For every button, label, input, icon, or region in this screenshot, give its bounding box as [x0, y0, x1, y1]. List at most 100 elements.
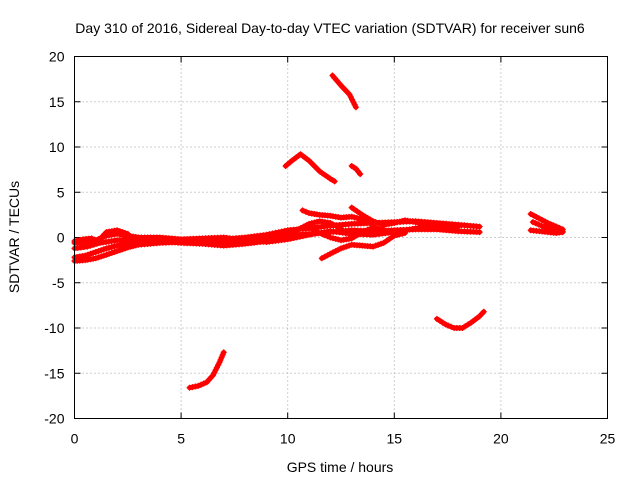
data-point — [95, 254, 102, 261]
data-point — [396, 218, 403, 225]
x-tick-labels: 0 5 10 15 20 25 — [71, 431, 616, 447]
y-tick-labels: -20 -15 -10 -5 0 5 10 15 20 — [44, 49, 64, 427]
data-point — [442, 321, 449, 328]
data-point — [84, 243, 91, 250]
data-point — [313, 228, 320, 235]
series-track-14 — [186, 349, 227, 391]
data-point — [532, 220, 539, 227]
data-point — [448, 323, 455, 330]
data-point — [529, 219, 536, 226]
data-point — [90, 249, 97, 256]
data-point — [98, 253, 105, 260]
data-point — [124, 230, 131, 237]
y-tick-label: 0 — [57, 230, 65, 246]
data-point — [106, 250, 113, 257]
data-point — [330, 249, 336, 256]
data-point — [335, 224, 342, 231]
data-point — [100, 252, 107, 259]
data-point — [338, 225, 344, 232]
data-point — [380, 226, 387, 233]
data-point — [327, 234, 334, 241]
data-point — [402, 230, 408, 236]
data-point — [310, 227, 317, 234]
y-tick-label: 10 — [49, 139, 65, 155]
data-point — [278, 233, 285, 240]
data-point — [92, 249, 99, 255]
x-tick-label: 0 — [71, 431, 79, 447]
data-point — [535, 221, 542, 228]
y-tick-label: 15 — [49, 94, 65, 110]
data-point — [357, 171, 364, 178]
data-point — [455, 223, 462, 230]
data-point — [480, 308, 487, 315]
data-point — [114, 227, 121, 234]
data-point — [200, 380, 207, 387]
series-track-11 — [329, 72, 359, 111]
series-track-8 — [318, 230, 408, 262]
data-point — [316, 229, 322, 236]
series-track-6 — [299, 207, 376, 226]
data-point — [321, 232, 328, 239]
data-point — [88, 235, 95, 242]
data-point — [391, 232, 398, 239]
x-axis-label: GPS time / hours — [287, 459, 394, 475]
data-point — [346, 242, 352, 249]
series-track-4 — [71, 218, 344, 252]
data-point — [87, 250, 94, 257]
data-point — [331, 178, 338, 185]
data-point — [399, 218, 406, 224]
data-point — [330, 221, 336, 228]
plot-frame — [74, 56, 608, 419]
data-point — [299, 207, 306, 214]
data-point — [299, 233, 306, 240]
data-point — [399, 230, 406, 237]
data-point — [543, 224, 550, 231]
data-point — [275, 234, 282, 241]
y-tick-label: 5 — [57, 184, 65, 200]
series-track-13 — [433, 308, 487, 331]
data-point — [415, 219, 422, 226]
data-point — [266, 237, 273, 244]
data-point — [198, 381, 204, 388]
data-point — [547, 221, 554, 228]
series-track-17 — [529, 219, 566, 235]
data-point — [220, 349, 227, 356]
series-track-12 — [348, 163, 364, 178]
data-point — [364, 226, 371, 233]
data-point — [330, 235, 336, 242]
x-tick-label: 5 — [177, 431, 185, 447]
data-point — [108, 249, 115, 256]
data-point — [476, 223, 483, 230]
data-point — [335, 246, 342, 253]
data-point — [318, 230, 325, 237]
data-point — [433, 223, 440, 230]
data-point — [100, 246, 107, 253]
data-point — [306, 220, 312, 227]
y-tick-label: 20 — [49, 49, 65, 65]
data-point — [122, 230, 129, 236]
data-point — [476, 229, 483, 236]
data-point — [90, 241, 97, 248]
data-point — [293, 234, 300, 241]
y-tick-label: -5 — [52, 275, 65, 291]
data-point — [269, 236, 276, 243]
data-point — [367, 225, 374, 232]
data-point — [559, 228, 566, 235]
data-point — [324, 233, 331, 240]
y-tick-label: -10 — [44, 320, 64, 336]
data-point — [195, 382, 202, 389]
data-point — [287, 235, 294, 242]
data-point — [116, 228, 123, 235]
data-point — [122, 245, 129, 252]
data-point — [544, 220, 551, 226]
data-point — [292, 227, 299, 234]
data-point — [538, 222, 545, 229]
data-point — [343, 243, 350, 250]
data-point — [124, 244, 131, 251]
series-track-7 — [348, 204, 440, 230]
data-point — [108, 244, 115, 250]
data-point — [98, 247, 105, 254]
data-point — [412, 219, 419, 226]
data-point — [272, 235, 279, 242]
data-point — [92, 255, 99, 262]
